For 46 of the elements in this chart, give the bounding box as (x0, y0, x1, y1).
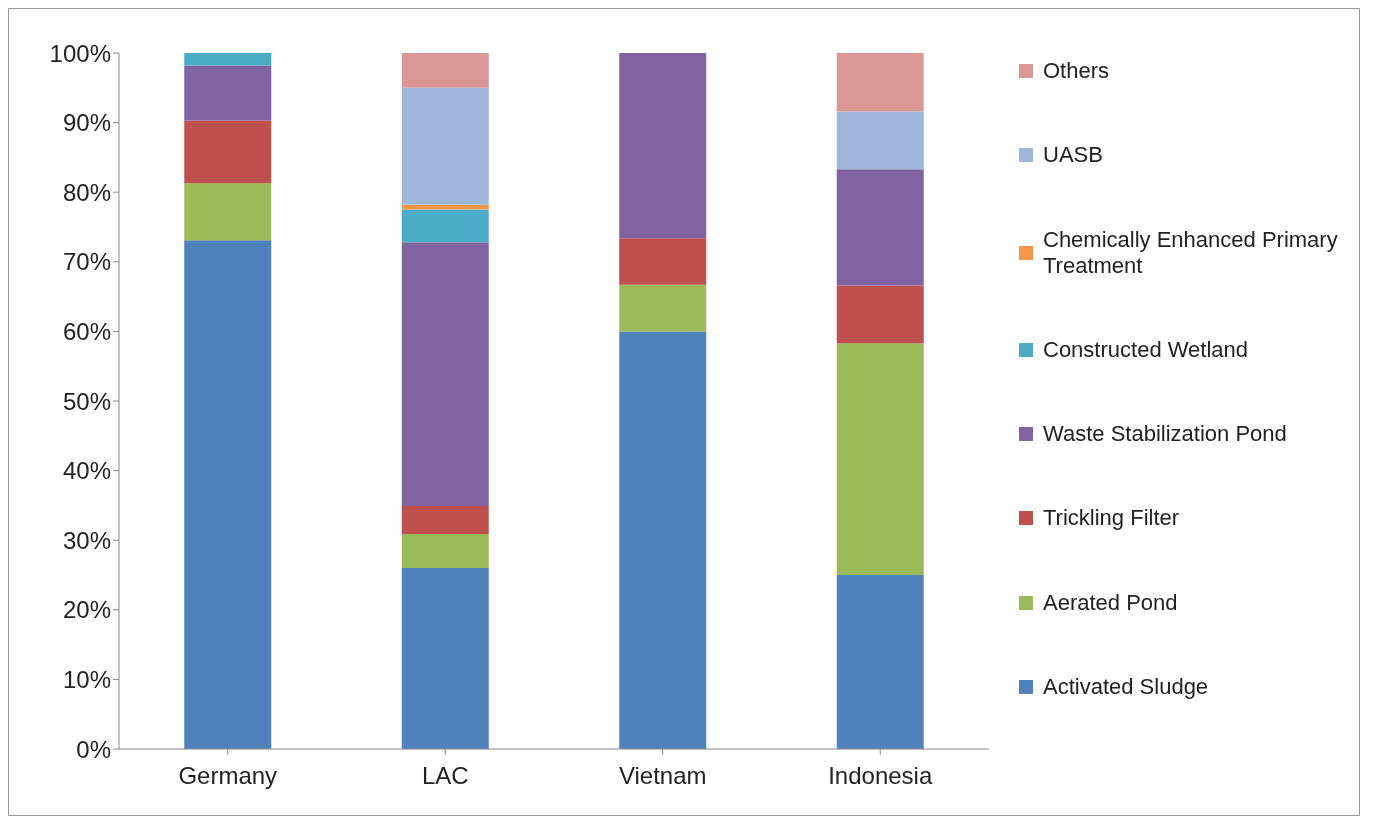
bar (401, 568, 489, 749)
bar (401, 53, 489, 88)
y-tick-label: 80% (62, 178, 111, 206)
bar (401, 204, 489, 210)
legend-label: UASB (1043, 142, 1103, 169)
y-tick-label: 60% (62, 317, 111, 345)
y-tick-label: 0% (76, 735, 111, 763)
legend-label: Trickling Filter (1043, 505, 1180, 532)
bar (184, 183, 272, 241)
legend-label: Others (1043, 58, 1110, 85)
bar (401, 209, 489, 243)
y-tick-label: 50% (62, 387, 111, 415)
bar (619, 53, 707, 239)
y-tick-label: 90% (62, 109, 111, 137)
x-tick-label: Vietnam (618, 762, 707, 790)
x-tick-label: LAC (421, 762, 469, 790)
y-tick-label: 70% (62, 248, 111, 276)
legend-label: Waste Stabilization Pond (1043, 421, 1287, 448)
bar (401, 242, 489, 507)
bar (401, 533, 489, 569)
bar (836, 343, 924, 575)
bar (184, 240, 272, 749)
x-tick-label: Germany (178, 762, 278, 790)
bar (401, 87, 489, 205)
bar (836, 285, 924, 344)
y-tick-label: 10% (62, 665, 111, 693)
y-tick-label: 100% (49, 39, 111, 67)
bar (836, 169, 924, 286)
bar (619, 238, 707, 285)
bar (184, 65, 272, 121)
bar (836, 575, 924, 749)
legend-label: Chemically Enhanced Primary Treatment (1043, 226, 1339, 279)
legend-label: Activated Sludge (1043, 673, 1209, 700)
bar (836, 111, 924, 170)
bar (401, 506, 489, 534)
y-tick-label: 30% (62, 526, 111, 554)
bar (836, 53, 924, 112)
bar (619, 284, 707, 332)
y-tick-label: 40% (62, 457, 111, 485)
bar (184, 53, 272, 66)
bar (619, 331, 707, 749)
x-tick-label: Indonesia (828, 762, 933, 790)
y-tick-label: 20% (62, 596, 111, 624)
legend-label: Constructed Wetland (1043, 336, 1249, 363)
legend-label: Aerated Pond (1043, 589, 1178, 616)
bar (184, 120, 272, 184)
